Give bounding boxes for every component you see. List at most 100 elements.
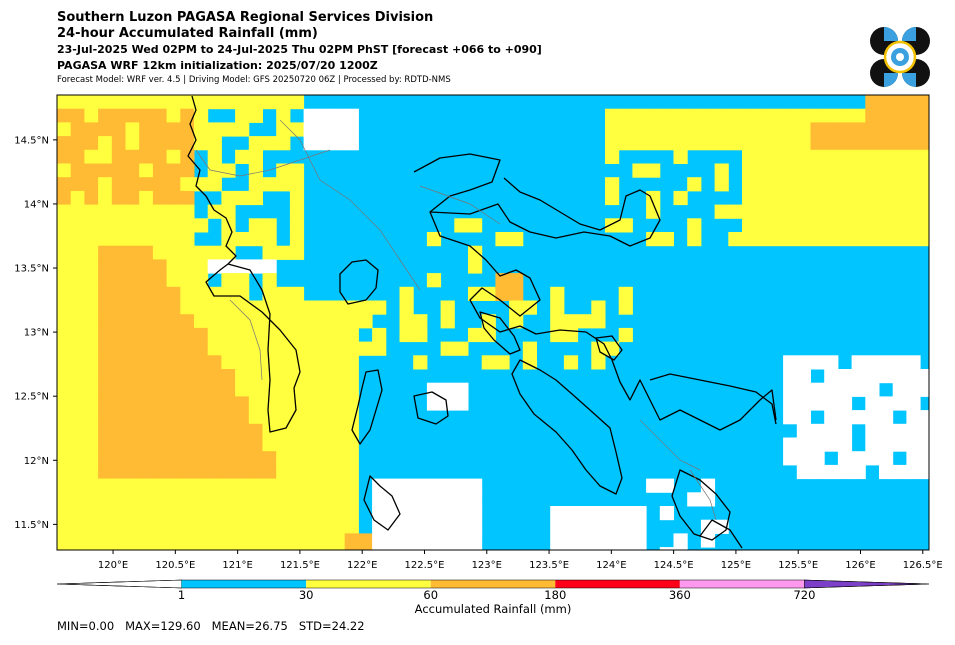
grid-cell xyxy=(632,136,647,151)
grid-cell xyxy=(413,533,428,548)
grid-cell xyxy=(194,355,209,370)
grid-cell xyxy=(289,341,305,356)
grid-cell xyxy=(221,204,236,219)
grid-cell xyxy=(331,341,346,356)
grid-cell xyxy=(879,464,894,480)
grid-cell xyxy=(454,533,469,548)
grid-cell xyxy=(468,286,483,301)
grid-cell xyxy=(824,232,839,247)
grid-cell xyxy=(125,163,140,178)
grid-cell xyxy=(865,136,880,151)
grid-cell xyxy=(454,506,469,521)
grid-cell xyxy=(824,149,839,164)
grid-cell xyxy=(98,149,113,164)
grid-cell xyxy=(276,136,291,151)
grid-cell xyxy=(550,506,565,521)
grid-cell xyxy=(207,163,222,178)
grid-cell xyxy=(673,190,688,206)
grid-cell xyxy=(57,341,72,356)
grid-cell xyxy=(139,410,154,425)
grid-cell xyxy=(673,547,688,550)
grid-cell xyxy=(276,108,291,123)
grid-cell xyxy=(57,204,72,219)
grid-cell xyxy=(344,547,359,550)
grid-cell xyxy=(70,369,85,384)
grid-cell xyxy=(276,355,291,370)
grid-cell xyxy=(221,423,236,438)
grid-cell xyxy=(84,396,99,411)
grid-cell xyxy=(865,355,880,370)
grid-cell xyxy=(262,327,277,343)
grid-cell xyxy=(70,506,85,521)
grid-cell xyxy=(783,369,798,384)
grid-cell xyxy=(303,410,318,425)
grid-cell xyxy=(221,300,236,315)
grid-cell xyxy=(125,464,140,480)
grid-cell xyxy=(344,382,359,397)
grid-cell xyxy=(399,300,414,315)
rainfall-grid xyxy=(57,95,929,550)
grid-cell xyxy=(111,314,126,329)
grid-cell xyxy=(194,108,209,123)
grid-cell xyxy=(687,136,702,151)
grid-cell xyxy=(810,232,825,247)
grid-cell xyxy=(276,410,291,425)
grid-cell xyxy=(454,396,469,411)
grid-cell xyxy=(289,177,305,192)
grid-cell xyxy=(57,95,72,110)
grid-cell xyxy=(769,177,784,192)
grid-cell xyxy=(331,410,346,425)
grid-cell xyxy=(755,232,770,247)
grid-cell xyxy=(796,382,811,397)
grid-cell xyxy=(235,423,250,438)
model-initialization: PAGASA WRF 12km initialization: 2025/07/… xyxy=(57,59,378,72)
grid-cell xyxy=(180,410,195,425)
grid-cell xyxy=(262,506,277,521)
grid-cell xyxy=(728,122,743,137)
grid-cell xyxy=(57,478,72,493)
grid-cell xyxy=(221,341,236,356)
grid-cell xyxy=(440,396,455,411)
grid-cell xyxy=(783,437,798,452)
grid-cell xyxy=(70,300,85,315)
grid-cell xyxy=(111,382,126,397)
grid-cell xyxy=(207,327,222,343)
grid-cell xyxy=(646,108,661,123)
grid-cell xyxy=(139,506,154,521)
grid-cell xyxy=(84,410,99,425)
grid-cell xyxy=(98,190,113,206)
grid-cell xyxy=(125,108,140,123)
colorbar-extend-max xyxy=(804,579,930,589)
grid-cell xyxy=(851,136,866,151)
grid-cell xyxy=(783,122,798,137)
grid-cell xyxy=(714,136,729,151)
grid-cell xyxy=(317,136,332,151)
grid-cell xyxy=(70,95,85,110)
grid-cell xyxy=(235,478,250,493)
grid-cell xyxy=(632,122,647,137)
grid-cell xyxy=(550,286,565,301)
grid-cell xyxy=(495,232,510,247)
grid-cell xyxy=(810,136,825,151)
grid-cell xyxy=(783,451,798,466)
grid-cell xyxy=(125,136,140,151)
grid-cell xyxy=(426,506,442,521)
grid-cell xyxy=(207,396,222,411)
grid-cell xyxy=(331,369,346,384)
grid-cell xyxy=(248,341,263,356)
grid-cell xyxy=(426,478,442,493)
grid-cell xyxy=(235,259,250,274)
grid-cell xyxy=(289,327,305,343)
grid-cell xyxy=(57,396,72,411)
grid-cell xyxy=(276,451,291,466)
grid-cell xyxy=(906,163,921,178)
grid-cell xyxy=(139,519,154,534)
grid-cell xyxy=(125,245,140,260)
grid-cell xyxy=(851,122,866,137)
grid-cell xyxy=(98,232,113,247)
grid-cell xyxy=(468,218,483,233)
border-northern xyxy=(419,185,501,225)
grid-cell xyxy=(796,451,811,466)
grid-cell xyxy=(125,327,140,343)
grid-cell xyxy=(139,547,154,550)
